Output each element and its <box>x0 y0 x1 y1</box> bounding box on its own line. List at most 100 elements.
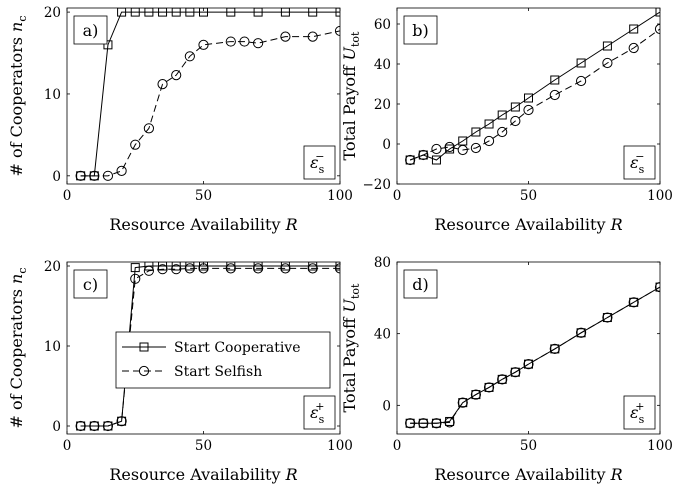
circle-marker <box>89 420 100 432</box>
circle-marker <box>549 89 560 101</box>
y-tick-label: 0 <box>382 398 391 414</box>
square-marker <box>253 8 263 17</box>
legend: Start Cooperative Start Selfish <box>115 331 331 389</box>
epsilon-tag-text: εs+ <box>310 400 325 426</box>
panel-d: 0 50 100 0 40 80 d) εs+ Resource Availability R T… <box>340 255 673 484</box>
x-tick-label: 50 <box>195 438 212 454</box>
series-line-selfish <box>80 30 340 177</box>
legend-marker <box>138 365 150 377</box>
square-marker <box>280 8 290 17</box>
square-marker <box>471 390 481 400</box>
circle-marker <box>483 382 495 393</box>
circle-marker <box>628 42 639 54</box>
panel-label: a) <box>73 15 108 45</box>
circle-marker <box>171 70 182 81</box>
circle-marker <box>457 397 468 408</box>
series-line-selfish <box>409 28 660 161</box>
panel-label-text: a) <box>83 21 99 40</box>
circle-marker <box>418 149 429 161</box>
series-line-selfish <box>410 286 660 424</box>
y-tick-label: 10 <box>44 339 61 355</box>
square-marker <box>602 41 612 51</box>
circle-marker <box>549 343 560 354</box>
square-marker <box>629 24 639 34</box>
circle-marker <box>225 263 236 274</box>
axes-frame <box>66 7 341 185</box>
legend-entry: Start Selfish <box>174 364 262 380</box>
square-marker <box>199 8 208 17</box>
epsilon-tag: εs− <box>623 145 656 180</box>
y-tick-label: 20 <box>44 259 61 275</box>
circle-marker <box>457 144 468 156</box>
x-tick-label: 50 <box>520 188 537 204</box>
square-marker <box>524 359 533 369</box>
x-tick-label: 0 <box>63 438 72 454</box>
x-tick-label: 0 <box>393 188 402 204</box>
panel-label: b) <box>403 15 438 45</box>
x-tick-label: 0 <box>63 188 72 204</box>
circle-marker <box>602 57 613 69</box>
y-tick-label: 60 <box>374 17 391 33</box>
epsilon-tag: εs− <box>303 145 336 180</box>
panel-label-text: b) <box>412 21 428 40</box>
square-marker <box>497 110 507 120</box>
y-axis-label: # of Cooperators nc <box>7 267 29 428</box>
panel-c: 0 50 100 0 10 20 c) εs+ Resource Availability R #… <box>7 259 353 484</box>
circle-marker <box>143 265 154 276</box>
panel-label: c) <box>73 269 108 299</box>
square-marker <box>510 367 520 377</box>
x-axis-label: Resource Availability R <box>109 465 297 484</box>
square-marker <box>497 374 507 384</box>
circle-marker <box>102 170 114 181</box>
square-marker <box>655 282 660 292</box>
circle-marker <box>510 115 521 127</box>
square-marker <box>550 75 560 85</box>
circle-marker <box>510 367 521 378</box>
square-marker <box>602 313 612 323</box>
circle-marker <box>157 264 168 275</box>
circle-marker <box>280 31 291 42</box>
x-tick-label: 100 <box>647 188 673 204</box>
square-marker <box>655 8 660 17</box>
y-tick-label: 10 <box>44 87 61 103</box>
panel-label-text: d) <box>412 275 428 294</box>
circle-marker <box>576 327 587 338</box>
circle-marker <box>523 359 534 370</box>
square-marker <box>484 119 494 129</box>
square-marker <box>524 93 533 103</box>
y-tick-label: 40 <box>374 57 391 73</box>
circle-marker <box>444 417 455 428</box>
square-marker <box>130 8 140 17</box>
circle-marker <box>483 135 495 147</box>
circle-marker <box>602 312 613 323</box>
circle-marker <box>470 389 481 400</box>
epsilon-tag-text: εs− <box>310 150 325 176</box>
square-marker <box>576 58 586 68</box>
circle-marker <box>75 170 86 181</box>
y-tick-label: 80 <box>374 255 391 271</box>
circle-marker <box>654 281 660 293</box>
circle-marker <box>157 79 168 90</box>
series-group <box>405 281 660 429</box>
circle-marker <box>444 141 455 153</box>
circle-marker <box>225 36 236 47</box>
square-marker <box>144 262 154 271</box>
y-axis-label: # of Cooperators nc <box>7 15 29 176</box>
circle-marker <box>470 142 481 154</box>
square-marker <box>335 8 340 17</box>
circle-marker <box>116 165 127 177</box>
square-marker <box>418 150 428 160</box>
circle-marker <box>307 263 318 274</box>
x-tick-label: 50 <box>195 188 212 204</box>
circle-marker <box>280 263 291 274</box>
circle-marker <box>405 154 416 166</box>
circle-marker <box>130 273 141 284</box>
epsilon-tag: εs+ <box>303 395 336 430</box>
circle-marker <box>497 374 508 385</box>
x-tick-label: 100 <box>647 438 673 454</box>
circle-marker <box>143 123 154 134</box>
square-marker <box>117 8 127 17</box>
square-marker <box>144 8 154 17</box>
